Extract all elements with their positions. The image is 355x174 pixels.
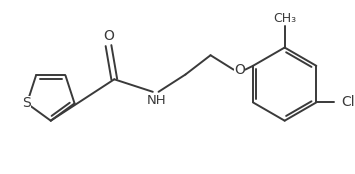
Text: O: O [103,29,114,43]
Text: O: O [234,63,245,77]
Text: S: S [23,96,31,110]
Text: Cl: Cl [342,95,355,109]
Text: CH₃: CH₃ [273,12,296,25]
Text: NH: NH [147,94,166,107]
